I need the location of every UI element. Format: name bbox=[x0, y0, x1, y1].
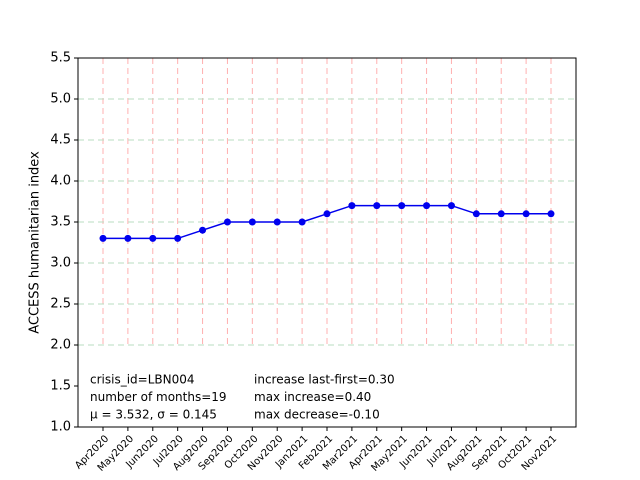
point bbox=[124, 234, 132, 242]
annotation: number of months=19 bbox=[90, 390, 227, 404]
point bbox=[373, 202, 381, 210]
point bbox=[447, 202, 455, 210]
y-tick-label: 3.0 bbox=[50, 256, 71, 271]
point bbox=[323, 210, 331, 218]
point bbox=[248, 218, 256, 226]
point bbox=[547, 210, 555, 218]
annotation: max decrease=-0.10 bbox=[254, 408, 380, 422]
y-tick-label: 3.5 bbox=[50, 215, 71, 230]
point bbox=[497, 210, 505, 218]
point bbox=[223, 218, 231, 226]
y-axis-label: ACCESS humanitarian index bbox=[28, 151, 43, 334]
point bbox=[522, 210, 530, 218]
y-tick-label: 5.0 bbox=[50, 92, 71, 107]
y-tick-label: 5.5 bbox=[50, 51, 71, 66]
point bbox=[472, 210, 480, 218]
point bbox=[298, 218, 306, 226]
y-tick-label: 4.5 bbox=[50, 133, 71, 148]
point bbox=[99, 234, 107, 242]
point bbox=[348, 202, 356, 210]
annotation: increase last-first=0.30 bbox=[254, 373, 395, 387]
point bbox=[423, 202, 431, 210]
annotation: μ = 3.532, σ = 0.145 bbox=[90, 408, 217, 422]
point bbox=[199, 226, 207, 234]
y-tick-label: 4.0 bbox=[50, 174, 71, 189]
plot-frame bbox=[77, 57, 577, 428]
y-tick-label: 1.5 bbox=[50, 379, 71, 394]
point bbox=[149, 234, 157, 242]
point bbox=[398, 202, 406, 210]
annotation: max increase=0.40 bbox=[254, 390, 371, 404]
y-tick-label: 2.5 bbox=[50, 297, 71, 312]
y-tick-label: 2.0 bbox=[50, 338, 71, 353]
annotation: crisis_id=LBN004 bbox=[90, 373, 195, 387]
point bbox=[273, 218, 281, 226]
y-tick-label: 1.0 bbox=[50, 420, 71, 435]
point bbox=[174, 234, 182, 242]
